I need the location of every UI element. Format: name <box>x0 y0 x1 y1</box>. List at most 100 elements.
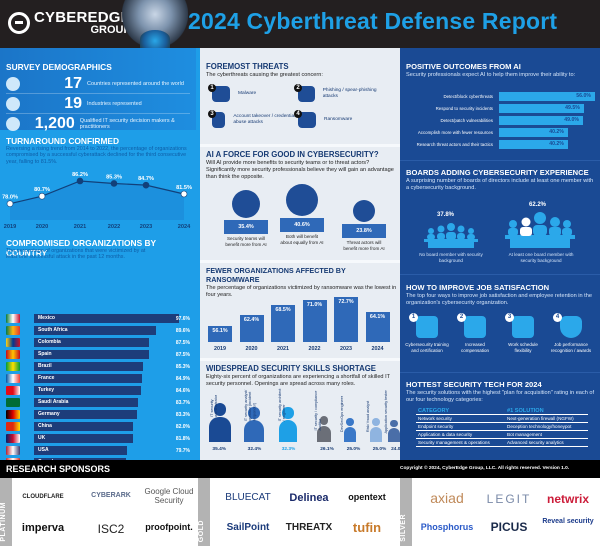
flag-icon <box>6 314 20 324</box>
bug-icon: 1 <box>208 84 230 102</box>
positive-outcomes-bar-chart: Detect/block cyberthreats 56.0% Respond to… <box>406 92 596 152</box>
tech-header-category: CATEGORY <box>416 408 505 415</box>
sponsor-logo-picus[interactable]: PICUS <box>490 520 528 534</box>
fishhook-icon: 2 <box>294 84 315 102</box>
ai-label: Security teams will benefit more from AI <box>225 236 267 247</box>
country-bar: Mexico <box>34 314 179 324</box>
sponsor-logo-sailpoint[interactable]: SailPoint <box>226 522 270 533</box>
country-bar: Spain <box>34 350 150 360</box>
table-row: Network security Next-generation firewall… <box>416 414 588 423</box>
neutral-face-icon <box>286 184 318 216</box>
sponsor-logo-netwrix[interactable]: netwrix <box>546 492 589 506</box>
section-divider <box>200 144 400 147</box>
job-item: 3 Work schedule flexibility <box>500 313 546 354</box>
skills-people-chart: 35.4% IT security administrator 32.4% IT se… <box>200 385 405 460</box>
board-label: At least one board member with security … <box>508 252 574 263</box>
country-value: 87.5% <box>175 351 190 358</box>
sponsors-title: RESEARCH SPONSORS <box>6 464 111 474</box>
sponsor-logo-opentext[interactable]: opentext <box>348 492 386 502</box>
country-value: 84.9% <box>175 375 190 382</box>
positive-desc: Security professionals expect AI to help… <box>406 72 576 78</box>
job-satisfaction-section: HOW TO IMPROVE JOB SATISFACTION The top … <box>406 283 596 307</box>
svg-text:2020: 2020 <box>36 224 48 230</box>
svg-text:78.0%: 78.0% <box>2 195 18 201</box>
person-icon: 26.1% <box>317 416 334 452</box>
turnaround-title: TURNAROUND CONFIRMED <box>6 136 120 146</box>
tier-platinum: PLATINUM <box>0 478 12 546</box>
sponsor-logo-bluecat[interactable]: BLUECAT <box>225 492 271 503</box>
sponsor-logo-cyberark[interactable]: CYBERARK <box>91 492 131 499</box>
sponsor-logo-threatx[interactable]: THREATX <box>285 522 333 533</box>
section-divider <box>200 358 400 361</box>
skills-value: 26.1% <box>320 447 334 452</box>
svg-text:80.7%: 80.7% <box>34 187 50 193</box>
sponsor-logo-legit[interactable]: LEGIT <box>486 492 532 506</box>
skills-role-label: IT security architect / engineer <box>278 388 287 422</box>
person-icon: 25.0% <box>343 418 360 452</box>
country-row: South Africa 89.6% <box>6 325 194 336</box>
country-value: 82.0% <box>175 423 190 430</box>
turnaround-line-chart: 78.0% 2019 80.7% 2020 86.2% 2021 85.3% 2022 84.7… <box>2 172 192 230</box>
country-value: 89.6% <box>175 327 190 334</box>
sponsor-logo-tufin[interactable]: tufin <box>352 520 382 535</box>
skills-value: 25.0% <box>372 447 387 452</box>
threat-label: Ransomware <box>324 117 353 123</box>
survey-value: 17 <box>64 74 82 92</box>
survey-label: Countries represented around the world <box>87 80 184 87</box>
country-bar: UK <box>34 434 133 444</box>
sponsor-logo-delinea[interactable]: Delinea <box>289 492 329 504</box>
country-bar: Saudi Arabia <box>34 398 139 408</box>
positive-outcome-row: Detect/patch vulnerabilities 49.0% <box>406 116 596 125</box>
country-bar: Colombia <box>34 338 150 348</box>
flag-icon <box>6 350 20 360</box>
job-label: Cybersecurity training and certification <box>405 342 449 353</box>
job-desc: The top four ways to improve job satisfa… <box>406 293 592 306</box>
threat-label: Malware <box>238 91 257 97</box>
ai-item: 35.4% Security teams will benefit more f… <box>224 190 268 247</box>
skills-value: 24.0% <box>391 447 405 452</box>
ransomware-bar: 71.0% <box>302 300 327 342</box>
threat-label: Phishing / spear-phishing attacks <box>322 88 377 99</box>
threat-item: 3 Account takeover / credential abuse at… <box>208 110 302 128</box>
flag-icon <box>6 386 20 396</box>
country-row: Colombia 87.5% <box>6 337 194 348</box>
positive-outcome-row: Accomplish more with fewer resources 40.2… <box>406 128 596 137</box>
logo-line1: CYBEREDGE <box>34 9 131 26</box>
skills-role-label: IT security analyst/ operator (incident … <box>244 389 257 422</box>
factory-icon <box>6 96 20 111</box>
sponsor-logo-axiad[interactable]: axiad <box>430 490 464 506</box>
country-row: Mexico 97.6% <box>6 313 194 324</box>
ai-desc: Will AI provide more benefits to securit… <box>206 160 394 180</box>
positive-outcome-label: Detect/patch vulnerabilities <box>440 118 493 123</box>
boards-section: BOARDS ADDING CYBERSECURITY EXPERIENCE A… <box>406 168 596 192</box>
country-row: China 82.0% <box>6 421 194 432</box>
job-title: HOW TO IMPROVE JOB SATISFACTION <box>406 283 550 292</box>
threat-item: 4 Ransomware <box>294 110 353 128</box>
sponsor-logo-reveal-security[interactable]: Reveal security <box>542 518 594 525</box>
envelope-icon: 4 <box>294 110 316 128</box>
flag-icon <box>6 434 20 444</box>
sponsor-logo-phosphorus[interactable]: Phosphorus <box>420 522 474 532</box>
section-divider <box>400 274 600 275</box>
job-label: Job performance recognition / awards <box>550 342 592 353</box>
positive-outcome-row: Respond to security incidents 49.5% <box>406 104 596 113</box>
sponsor-logo-proofpoint[interactable]: proofpoint. <box>145 522 193 532</box>
section-divider <box>400 160 600 161</box>
positive-outcome-label: Respond to security incidents <box>435 106 493 111</box>
globe-icon <box>6 76 20 91</box>
ransomware-year: 2020 <box>245 346 258 352</box>
country-title: COMPROMISED ORGANIZATIONS BY COUNTRY <box>6 238 156 258</box>
angel-face-icon <box>232 190 260 218</box>
sponsor-logo-isc2[interactable]: ISC2 <box>97 522 125 536</box>
positive-outcome-bar: 49.5% <box>499 104 584 113</box>
sponsor-logo-cloudflare[interactable]: CLOUDFLARE <box>22 494 64 500</box>
flag-icon <box>6 422 20 432</box>
country-row: Spain 87.5% <box>6 349 194 360</box>
skills-value: 25.0% <box>346 447 361 452</box>
country-bar: France <box>34 374 142 384</box>
sponsor-logo-google-cloud[interactable]: Google Cloud Security <box>144 487 194 505</box>
sponsor-logo-imperva[interactable]: imperva <box>21 522 65 534</box>
threat-item: 2 Phishing / spear-phishing attacks <box>294 84 388 102</box>
job-label: Work schedule flexibility <box>508 342 538 353</box>
threats-section: FOREMOST THREATS The cyberthreats causin… <box>206 62 400 79</box>
